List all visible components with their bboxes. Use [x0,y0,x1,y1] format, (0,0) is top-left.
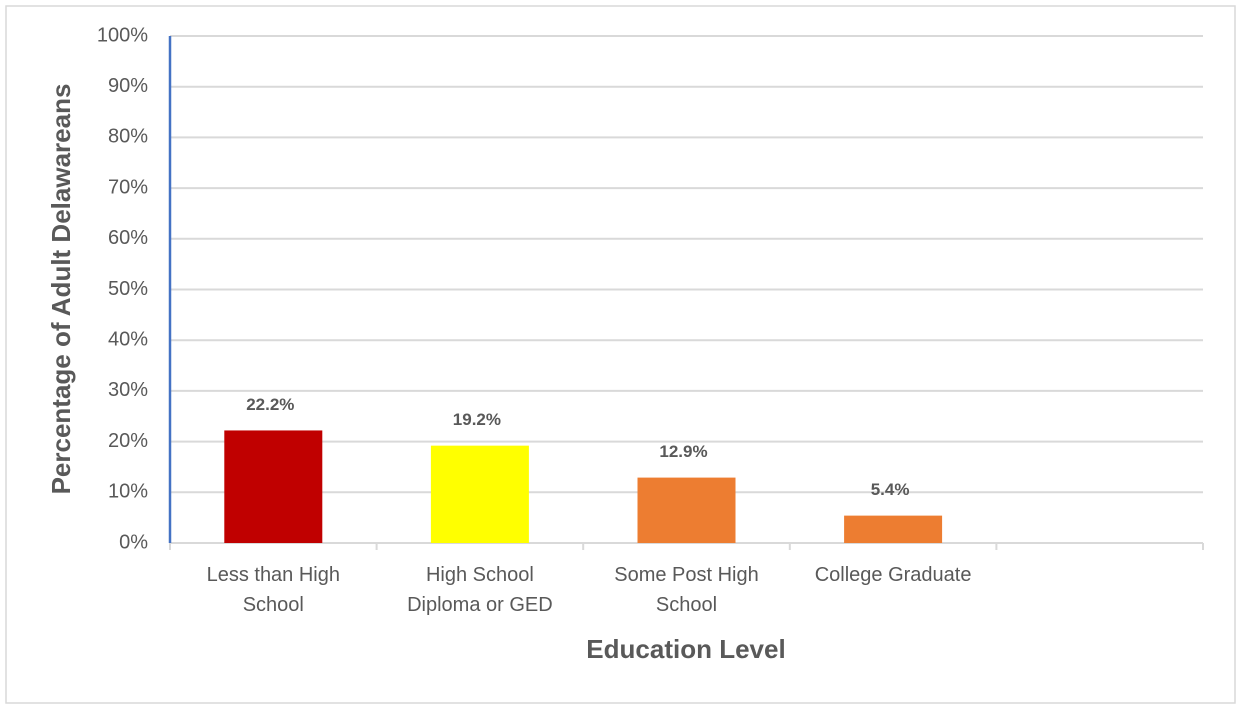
x-tick-label: College Graduate [814,564,972,586]
y-tick-label: 60% [108,227,148,249]
x-tick-label-box: College Graduate [814,564,972,586]
y-tick-label: 0% [119,531,148,553]
y-tick-label: 50% [108,278,148,300]
x-axis-title: Education Level [586,634,785,664]
y-tick-label: 20% [108,430,148,452]
x-tick-label: Less than High School [206,564,340,616]
y-tick-label: 40% [108,328,148,350]
value-label: 22.2% [246,395,294,414]
y-tick-label: 70% [108,176,148,198]
bar [637,477,736,543]
y-tick-label: 90% [108,75,148,97]
y-tick-label: 30% [108,379,148,401]
x-tick-label: Some Post High School [614,564,759,616]
bar [224,430,323,543]
x-tick-label-box: High School Diploma or GED [407,564,553,616]
y-axis-title: Percentage of Adult Delawareans [46,84,76,495]
x-tick-label: High School Diploma or GED [407,564,553,616]
bar [844,515,943,543]
y-tick-label: 10% [108,481,148,503]
value-label: 12.9% [659,442,707,461]
value-label: 5.4% [871,480,910,499]
bar [430,445,529,543]
y-tick-label: 80% [108,126,148,148]
y-tick-label: 100% [97,24,148,46]
chart-border [5,5,1236,704]
x-tick-label-box: Less than High School [206,564,340,616]
value-label: 19.2% [453,410,501,429]
x-tick-label-box: Some Post High School [614,564,759,616]
